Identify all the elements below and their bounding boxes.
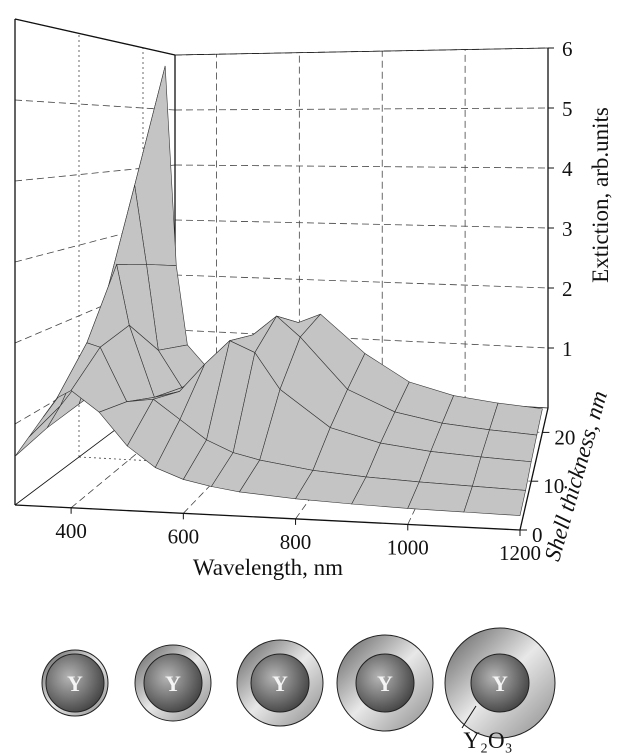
axis-line (519, 407, 549, 531)
particle-row: Y Y Y Y Y Y₂O₃ (41, 627, 556, 753)
core-label: Y (377, 671, 393, 696)
z-tick-label: 2 (562, 277, 573, 301)
x-tick-label: 1200 (499, 541, 541, 565)
grid-line (174, 164, 549, 169)
surface-patch (418, 451, 482, 487)
y-tick-label: 20 (554, 425, 575, 449)
x-tick-label: 1000 (387, 535, 429, 559)
core (355, 653, 415, 713)
z-axis-title: Extiction, arb.units (588, 107, 613, 283)
leader-line (461, 705, 477, 729)
axis-line (174, 47, 549, 56)
core-label: Y (492, 671, 508, 696)
axis-line (14, 18, 176, 56)
core-label: Y (67, 671, 83, 696)
core (143, 653, 203, 713)
core (45, 653, 105, 713)
grid-line (174, 329, 549, 349)
surface-patch (463, 485, 526, 516)
axis-line (14, 504, 521, 531)
z-tick-label: 5 (562, 97, 573, 121)
z-tick-label: 1 (562, 337, 573, 361)
y-tick-label: 0 (532, 523, 543, 547)
z-tick-label: 3 (562, 217, 573, 241)
y-tick-label: 10 (543, 474, 564, 498)
core (250, 653, 310, 713)
grid-line (14, 99, 176, 111)
surface-patch (472, 456, 532, 491)
x-tick-label: 600 (168, 524, 200, 548)
x-axis-title: Wavelength, nm (193, 555, 343, 580)
grid-line (174, 219, 549, 229)
surface-patch (14, 405, 61, 457)
surface-patch (480, 429, 538, 463)
z-tick-label: 4 (562, 157, 573, 181)
surface-patch (489, 402, 543, 436)
shell-label: Y₂O₃ (463, 728, 512, 753)
core (470, 653, 530, 713)
core-label: Y (165, 671, 181, 696)
grid-line (174, 274, 549, 289)
x-tick-label: 400 (55, 519, 87, 543)
z-tick-label: 6 (562, 37, 573, 61)
x-tick-label: 800 (280, 530, 312, 554)
grid-line (174, 107, 549, 111)
surface-patch (407, 481, 473, 513)
core-label: Y (272, 671, 288, 696)
